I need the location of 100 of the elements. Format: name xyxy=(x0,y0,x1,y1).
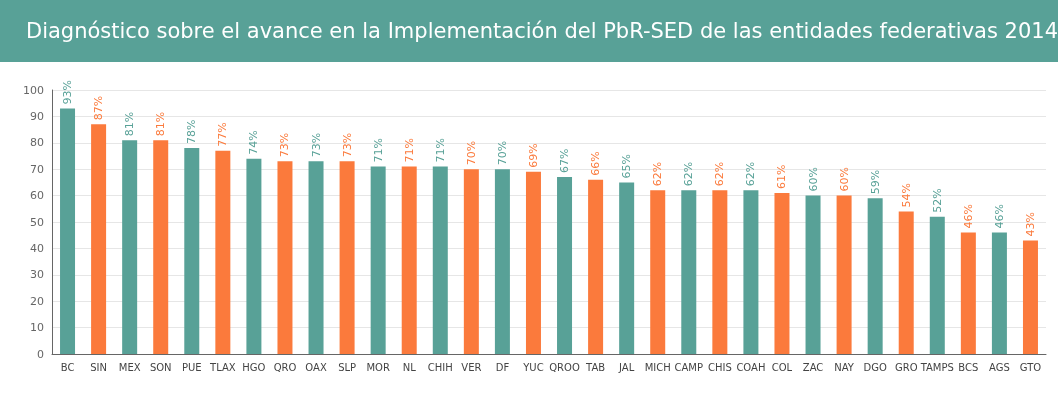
x-tick-label: QROO xyxy=(549,361,580,373)
bar xyxy=(339,161,355,354)
data-label: 66% xyxy=(589,151,603,176)
x-tick-label: TAMPS xyxy=(919,361,954,373)
bar xyxy=(774,192,790,354)
y-tick-label: 80 xyxy=(30,136,44,150)
data-label: 67% xyxy=(558,148,572,174)
x-tick-label: JAL xyxy=(618,361,635,373)
bar xyxy=(712,190,728,354)
data-label: 46% xyxy=(992,204,1006,229)
bar xyxy=(463,169,479,354)
data-label: 62% xyxy=(682,161,696,187)
bar xyxy=(525,171,541,354)
x-tick-label: BC xyxy=(60,361,75,373)
bar xyxy=(557,177,573,354)
x-tick-label: SIN xyxy=(90,361,107,373)
x-tick-label: DGO xyxy=(863,361,887,373)
data-label: 93% xyxy=(61,80,75,105)
y-tick-label: 100 xyxy=(23,83,44,97)
x-tick-label: NL xyxy=(402,361,417,373)
data-label: 73% xyxy=(309,132,323,158)
bar xyxy=(898,211,914,354)
bar xyxy=(619,182,635,354)
x-tick-label: OAX xyxy=(305,361,327,373)
y-tick-label: 10 xyxy=(30,321,44,335)
bar xyxy=(246,158,262,354)
data-label: 62% xyxy=(713,161,727,187)
bar xyxy=(308,161,324,354)
data-label: 59% xyxy=(868,169,882,195)
data-label: 62% xyxy=(651,161,665,187)
data-label: 78% xyxy=(185,119,199,145)
x-tick-label: AGS xyxy=(989,361,1010,373)
y-tick-label: 70 xyxy=(30,162,44,176)
y-tick-label: 90 xyxy=(30,109,44,123)
bar xyxy=(122,140,138,354)
x-tick-label: CAMP xyxy=(674,361,704,373)
x-tick-label: MEX xyxy=(118,361,141,373)
x-tick-label: DF xyxy=(495,361,510,373)
x-tick-label: ZAC xyxy=(802,361,824,373)
data-label: 54% xyxy=(899,182,913,208)
data-label: 43% xyxy=(1023,212,1037,237)
y-tick-label: 50 xyxy=(30,215,44,229)
y-tick-label: 60 xyxy=(30,189,44,203)
chart-title: Diagnóstico sobre el avance en la Implementación del PbR-SED de las entidades federativas 2014 xyxy=(0,0,1058,62)
y-tick-label: 20 xyxy=(30,294,44,308)
bar xyxy=(215,150,231,354)
data-label: 70% xyxy=(495,140,509,166)
data-label: 74% xyxy=(247,130,261,155)
bar xyxy=(991,232,1007,354)
bar xyxy=(650,190,666,354)
data-label: 60% xyxy=(837,167,851,192)
x-tick-label: TLAX xyxy=(209,361,236,373)
x-tick-label: GTO xyxy=(1019,361,1042,373)
y-tick-label: 30 xyxy=(30,268,44,282)
bar xyxy=(60,108,76,354)
x-tick-label: CHIH xyxy=(427,361,453,373)
data-label: 65% xyxy=(620,153,634,179)
bar xyxy=(184,148,200,354)
data-label: 77% xyxy=(216,122,230,147)
bar xyxy=(960,232,976,354)
bar xyxy=(494,169,510,354)
bar xyxy=(588,179,604,354)
x-tick-label: QRO xyxy=(273,361,297,373)
data-label: 46% xyxy=(961,204,975,229)
data-label: 73% xyxy=(278,132,292,158)
data-label: 87% xyxy=(92,95,106,121)
bar xyxy=(929,216,945,354)
x-tick-label: YUC xyxy=(522,361,544,373)
data-label: 81% xyxy=(123,111,137,137)
x-tick-label: VER xyxy=(461,361,482,373)
x-tick-label: NAY xyxy=(834,361,855,373)
y-tick-label: 40 xyxy=(30,241,44,255)
bar xyxy=(370,166,386,354)
x-tick-label: HGO xyxy=(242,361,266,373)
data-label: 73% xyxy=(340,132,354,158)
bar xyxy=(805,195,821,354)
data-label: 62% xyxy=(744,161,758,187)
bar xyxy=(153,140,169,354)
x-tick-label: MOR xyxy=(366,361,390,373)
bar xyxy=(277,161,293,354)
bar xyxy=(432,166,448,354)
x-tick-label: COL xyxy=(771,361,793,373)
data-label: 81% xyxy=(154,111,168,137)
data-label: 69% xyxy=(526,143,540,168)
bar xyxy=(681,190,697,354)
x-tick-label: TAB xyxy=(585,361,606,373)
bar xyxy=(91,124,107,354)
data-label: 70% xyxy=(464,140,478,166)
x-tick-label: PUE xyxy=(181,361,202,373)
bar xyxy=(743,190,759,354)
bar xyxy=(867,198,883,354)
data-label: 52% xyxy=(930,188,944,213)
x-tick-label: MICH xyxy=(644,361,671,373)
x-tick-label: COAH xyxy=(736,361,766,373)
bar xyxy=(836,195,852,354)
x-tick-label: BCS xyxy=(958,361,979,373)
data-label: 71% xyxy=(402,138,416,163)
x-tick-label: SON xyxy=(149,361,172,373)
data-label: 71% xyxy=(433,138,447,163)
bar xyxy=(401,166,417,354)
